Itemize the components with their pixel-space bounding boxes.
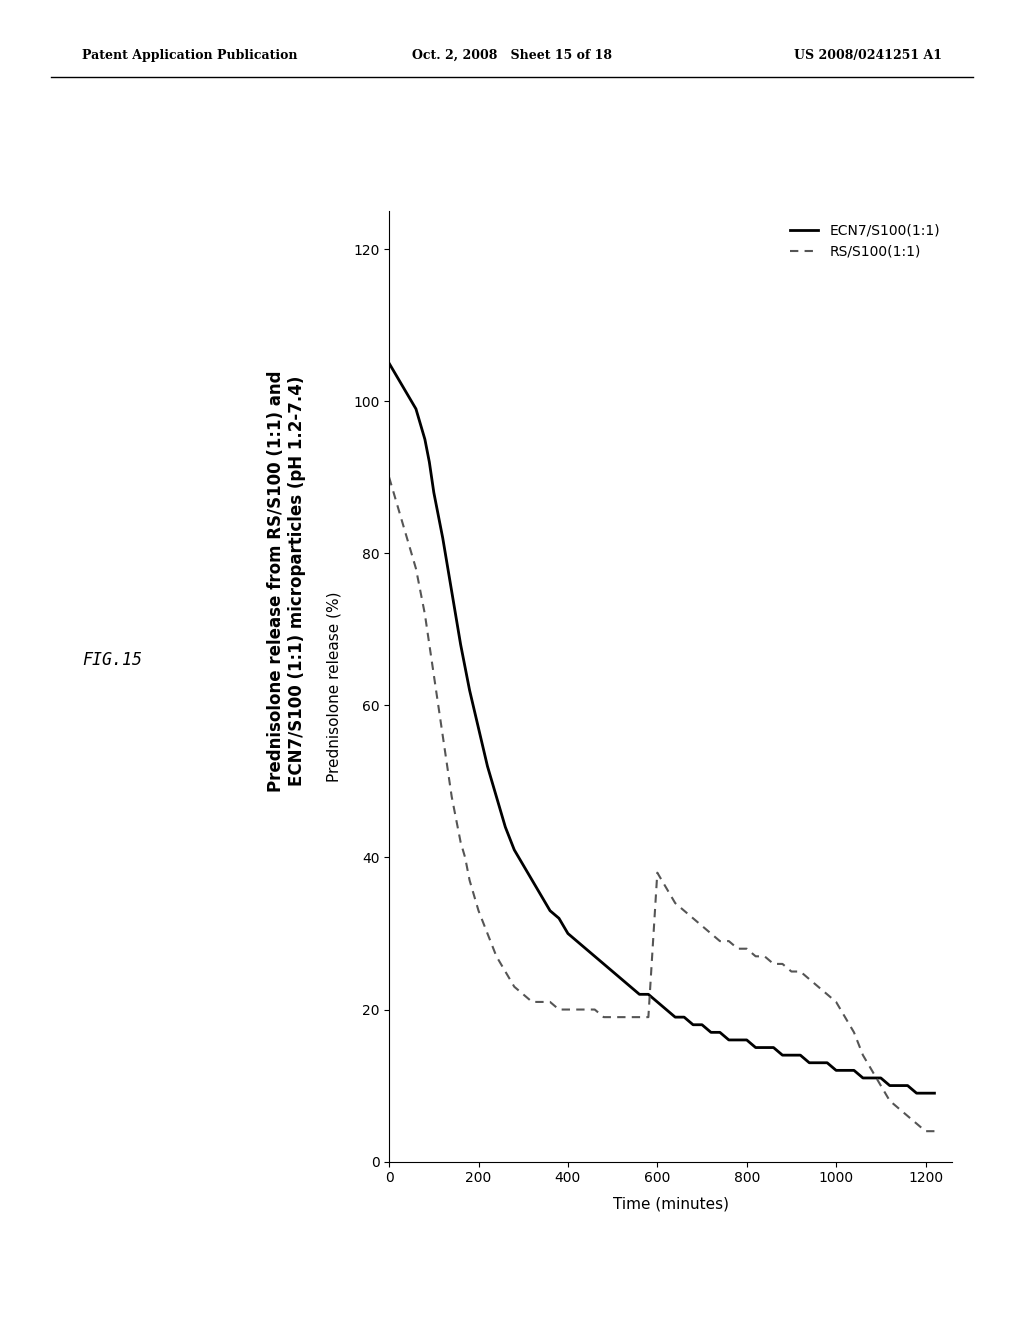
ECN7/S100(1:1) <box>785 1047 798 1063</box>
RS/S100(1:1) <box>392 500 404 516</box>
Text: Prednisolone release from RS/S100 (1:1) and
ECN7/S100 (1:1) microparticles (pH 1: Prednisolone release from RS/S100 (1:1) … <box>267 370 306 792</box>
Line: ECN7/S100(1:1): ECN7/S100(1:1) <box>389 363 935 1093</box>
ECN7/S100(1:1) <box>428 484 440 500</box>
RS/S100(1:1) <box>678 903 690 919</box>
RS/S100(1:1) <box>383 470 395 486</box>
RS/S100(1:1) <box>893 1101 905 1117</box>
ECN7/S100(1:1) <box>606 964 618 979</box>
ECN7/S100(1:1) <box>580 941 592 957</box>
RS/S100(1:1) <box>606 1010 618 1026</box>
Text: Oct. 2, 2008   Sheet 15 of 18: Oct. 2, 2008 Sheet 15 of 18 <box>412 49 612 62</box>
RS/S100(1:1) <box>920 1123 932 1139</box>
Y-axis label: Prednisolone release (%): Prednisolone release (%) <box>327 591 342 781</box>
RS/S100(1:1) <box>929 1123 941 1139</box>
RS/S100(1:1) <box>776 956 788 972</box>
Legend: ECN7/S100(1:1), RS/S100(1:1): ECN7/S100(1:1), RS/S100(1:1) <box>784 218 945 264</box>
RS/S100(1:1) <box>481 925 494 941</box>
Line: RS/S100(1:1): RS/S100(1:1) <box>389 478 935 1131</box>
ECN7/S100(1:1) <box>419 432 431 447</box>
ECN7/S100(1:1) <box>383 355 395 371</box>
ECN7/S100(1:1) <box>910 1085 923 1101</box>
Text: FIG.15: FIG.15 <box>82 651 142 669</box>
X-axis label: Time (minutes): Time (minutes) <box>612 1196 729 1212</box>
ECN7/S100(1:1) <box>884 1077 896 1093</box>
ECN7/S100(1:1) <box>929 1085 941 1101</box>
Text: Patent Application Publication: Patent Application Publication <box>82 49 297 62</box>
Text: US 2008/0241251 A1: US 2008/0241251 A1 <box>794 49 942 62</box>
